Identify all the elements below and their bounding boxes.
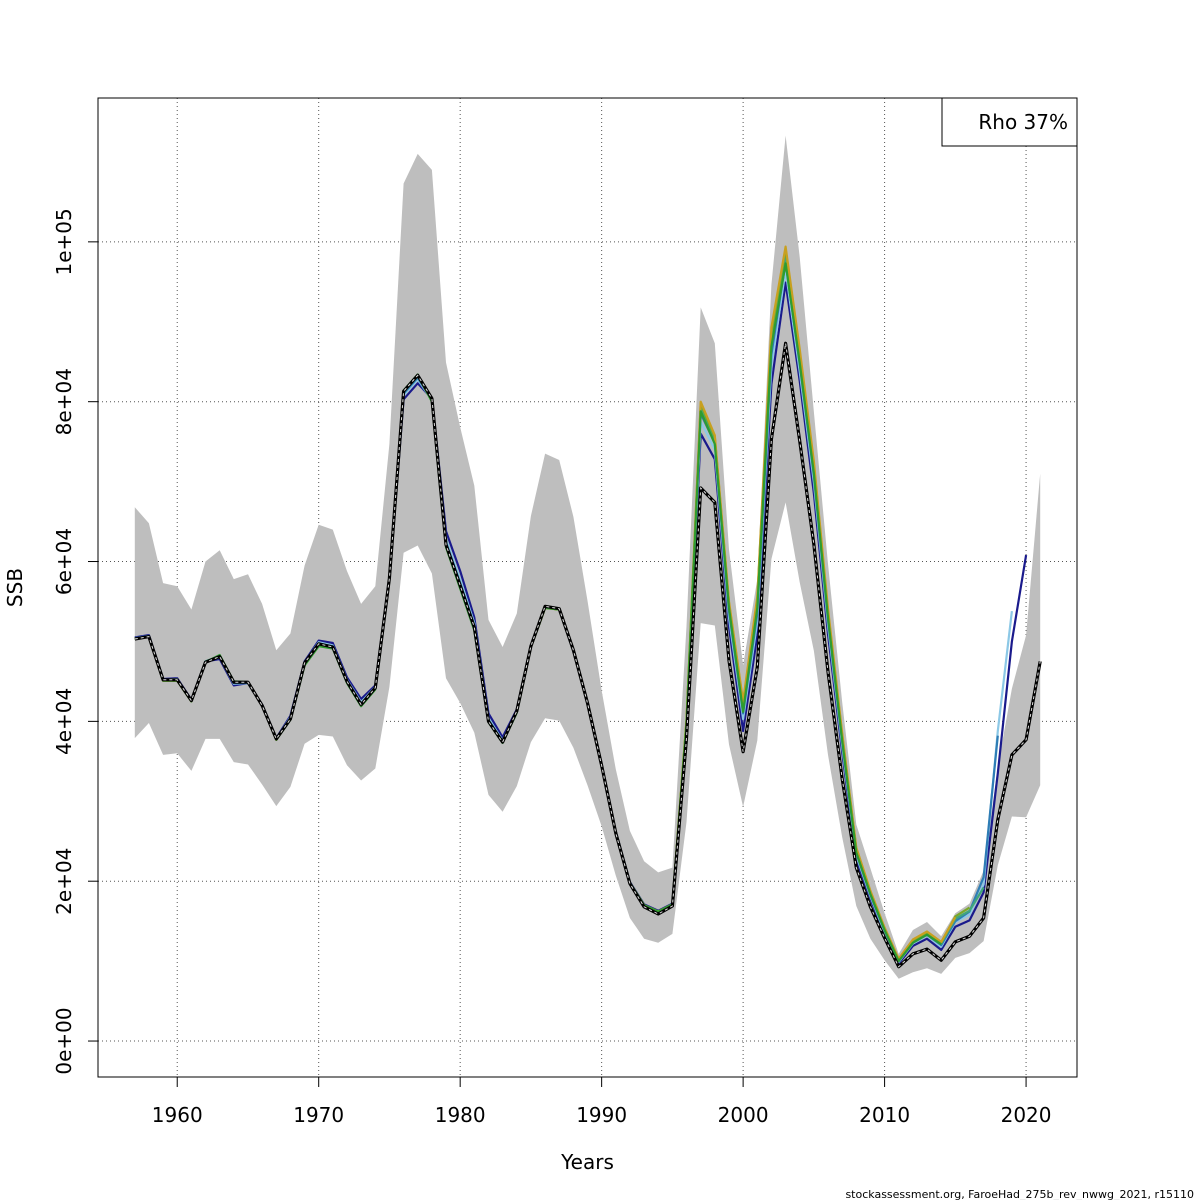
y-tick-label: 2e+04	[52, 848, 76, 915]
x-tick-label: 1960	[152, 1103, 203, 1127]
final-run-line-dash	[134, 343, 1041, 968]
confidence-band-area	[134, 135, 1041, 979]
y-tick-label: 8e+04	[52, 368, 76, 435]
footer-credit: stockassessment.org, FaroeHad_275b_rev_n…	[845, 1188, 1194, 1200]
x-tick-label: 2000	[718, 1103, 769, 1127]
y-tick-label: 6e+04	[52, 528, 76, 595]
x-axis: 1960 1970 1980 1990 2000 2010 2020	[152, 1076, 1052, 1127]
series-lines	[134, 245, 1042, 969]
y-axis-title: SSB	[3, 568, 27, 607]
x-tick-label: 2010	[859, 1103, 910, 1127]
legend-box	[941, 97, 1078, 147]
x-axis-title: Years	[560, 1150, 614, 1174]
rho-legend-text: Rho 37%	[978, 110, 1068, 134]
confidence-band	[134, 135, 1041, 979]
legend: Rho 37%	[941, 97, 1078, 147]
x-tick-label: 1990	[576, 1103, 627, 1127]
x-tick-label: 1980	[435, 1103, 486, 1127]
y-axis: 0e+00 2e+04 4e+04 6e+04 8e+04 1e+05	[52, 208, 99, 1075]
x-tick-label: 1970	[293, 1103, 344, 1127]
x-tick-label: 2020	[1001, 1103, 1052, 1127]
y-tick-label: 4e+04	[52, 688, 76, 755]
y-tick-label: 1e+05	[52, 208, 76, 275]
y-tick-label: 0e+00	[52, 1007, 76, 1074]
